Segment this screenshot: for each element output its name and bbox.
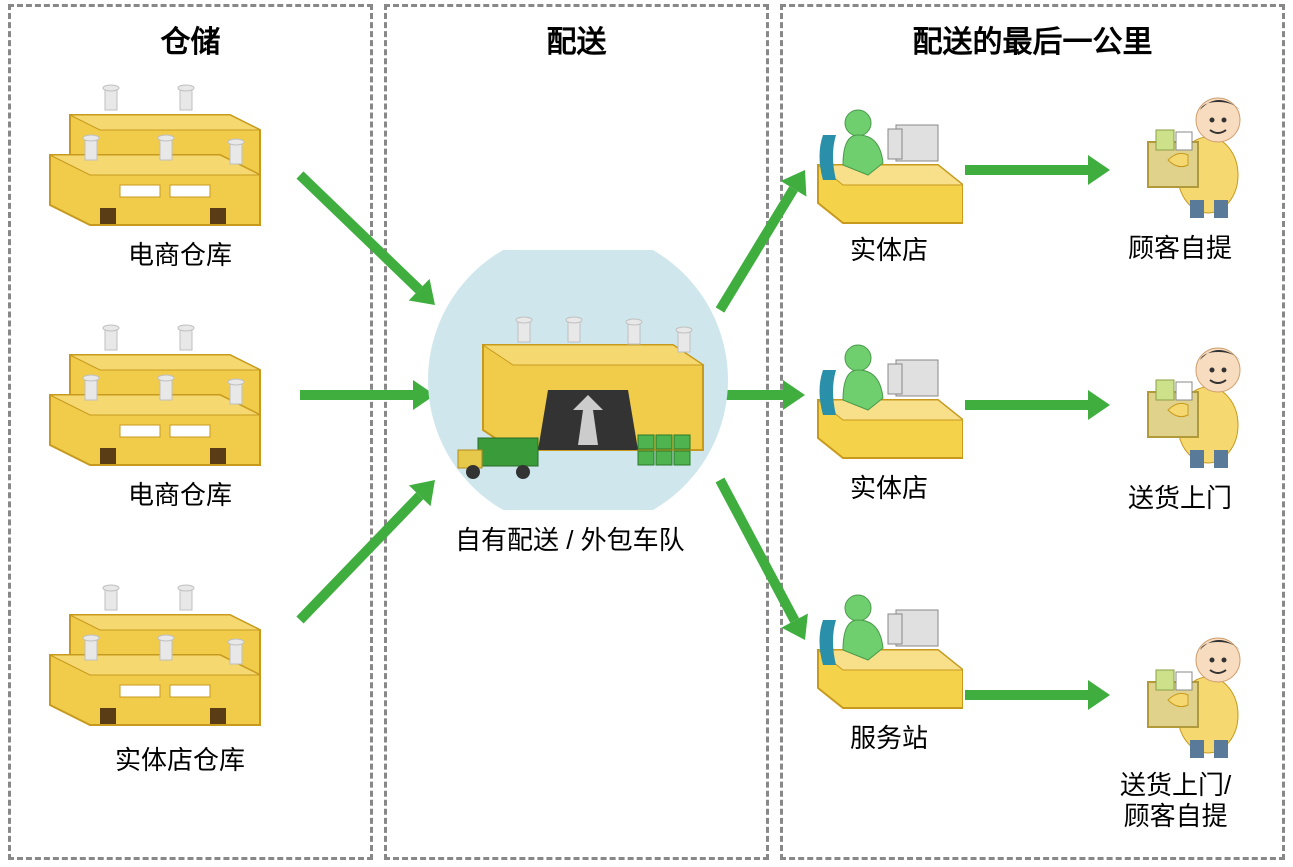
node-hub [428,250,728,515]
label-wh3: 实体店仓库 [115,740,245,777]
customer-icon [1128,80,1258,220]
node-cust2 [1128,330,1258,475]
label-desk2: 实体店 [850,468,928,505]
node-wh3 [30,560,300,735]
desk-icon [808,330,963,460]
warehouse-icon [30,60,300,230]
label-wh1: 电商仓库 [128,235,232,272]
label-wh2: 电商仓库 [128,475,232,512]
label-cust2: 送货上门 [1128,478,1232,515]
label-desk1: 实体店 [850,230,928,267]
section-title-delivery: 配送 [387,17,766,61]
desk-icon [808,580,963,710]
node-desk3 [808,580,963,715]
label-hub: 自有配送 / 外包车队 [455,520,685,557]
node-wh2 [30,300,300,475]
node-wh1 [30,60,300,235]
warehouse-icon [30,560,300,730]
label-cust1: 顾客自提 [1128,228,1232,265]
label-cust3: 送货上门/顾客自提 [1120,770,1231,832]
node-cust3 [1128,620,1258,765]
label-desk3: 服务站 [850,718,928,755]
section-title-storage: 仓储 [11,17,370,61]
node-desk2 [808,330,963,465]
customer-icon [1128,620,1258,760]
customer-icon [1128,330,1258,470]
desk-icon [808,95,963,225]
section-title-lastmile: 配送的最后一公里 [783,17,1282,61]
node-cust1 [1128,80,1258,225]
node-desk1 [808,95,963,230]
warehouse-icon [30,300,300,470]
hub-icon [428,250,728,510]
